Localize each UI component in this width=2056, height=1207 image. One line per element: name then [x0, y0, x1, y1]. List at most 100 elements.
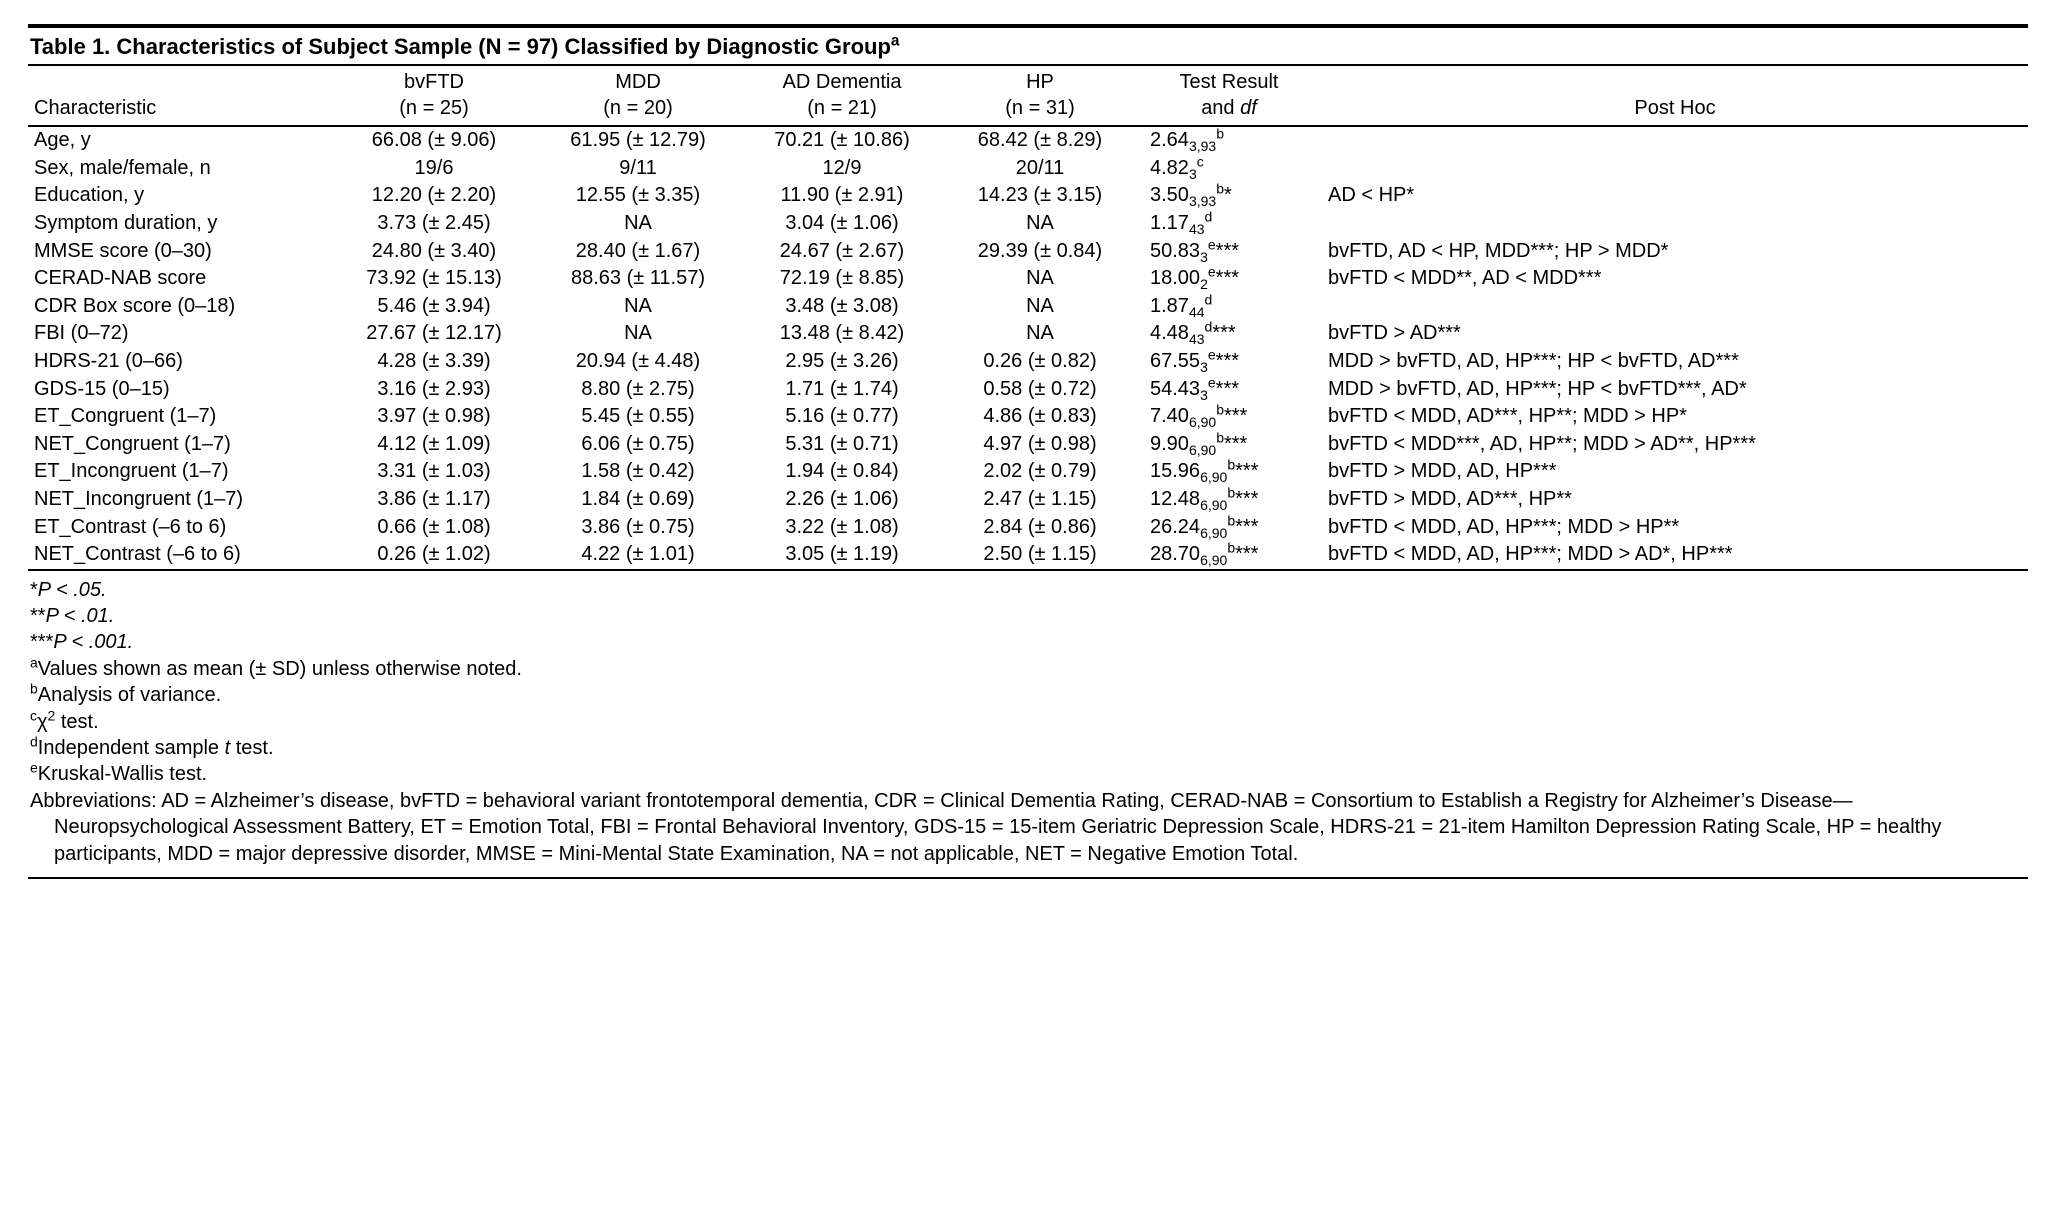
cell-value: 5.16 (± 0.77)	[740, 403, 944, 431]
cell-test-result: 12.486,90b***	[1136, 486, 1322, 514]
cell-value: 14.23 (± 3.15)	[944, 182, 1136, 210]
fn-c-sup: c	[30, 707, 37, 723]
table-row: CDR Box score (0–18)5.46 (± 3.94)NA3.48 …	[28, 293, 2028, 321]
table-row: Education, y12.20 (± 2.20)12.55 (± 3.35)…	[28, 182, 2028, 210]
cell-value: 1.58 (± 0.42)	[536, 458, 740, 486]
cell-test-result: 18.002e***	[1136, 265, 1322, 293]
cell-test-result: 1.8744d	[1136, 293, 1322, 321]
table-row: GDS-15 (0–15)3.16 (± 2.93)8.80 (± 2.75)1…	[28, 376, 2028, 404]
cell-value: NA	[944, 293, 1136, 321]
fn-d: dIndependent sample t test.	[30, 735, 2026, 761]
cell-value: 5.45 (± 0.55)	[536, 403, 740, 431]
cell-value: 1.71 (± 1.74)	[740, 376, 944, 404]
cell-value: 3.86 (± 0.75)	[536, 514, 740, 542]
cell-value: 29.39 (± 0.84)	[944, 238, 1136, 266]
cell-value: 2.50 (± 1.15)	[944, 541, 1136, 569]
col-hp: HP (n = 31)	[944, 66, 1136, 126]
table-row: FBI (0–72)27.67 (± 12.17)NA13.48 (± 8.42…	[28, 320, 2028, 348]
cell-value: 66.08 (± 9.06)	[332, 126, 536, 155]
cell-test-result: 4.823c	[1136, 155, 1322, 183]
col-characteristic: Characteristic	[28, 66, 332, 126]
fn-p001-rest: P < .001.	[53, 631, 133, 653]
cell-characteristic: MMSE score (0–30)	[28, 238, 332, 266]
cell-posthoc: bvFTD < MDD, AD, HP***; MDD > HP**	[1322, 514, 2028, 542]
cell-posthoc	[1322, 293, 2028, 321]
fn-p01-rest: P < .01.	[46, 605, 115, 627]
cell-characteristic: Symptom duration, y	[28, 210, 332, 238]
cell-value: 0.26 (± 1.02)	[332, 541, 536, 569]
col-hp-l2: (n = 31)	[1005, 97, 1074, 119]
cell-posthoc	[1322, 126, 2028, 155]
cell-value: 27.67 (± 12.17)	[332, 320, 536, 348]
cell-characteristic: ET_Congruent (1–7)	[28, 403, 332, 431]
cell-test-result: 9.906,90b***	[1136, 431, 1322, 459]
cell-characteristic: NET_Incongruent (1–7)	[28, 486, 332, 514]
cell-value: 4.12 (± 1.09)	[332, 431, 536, 459]
cell-test-result: 1.1743d	[1136, 210, 1322, 238]
cell-value: 3.05 (± 1.19)	[740, 541, 944, 569]
header-row: Characteristic bvFTD (n = 25) MDD (n = 2…	[28, 66, 2028, 126]
cell-posthoc: bvFTD < MDD**, AD < MDD***	[1322, 265, 2028, 293]
cell-value: 3.86 (± 1.17)	[332, 486, 536, 514]
cell-value: 88.63 (± 11.57)	[536, 265, 740, 293]
col-posthoc: Post Hoc	[1322, 66, 2028, 126]
col-mdd-l1: MDD	[615, 71, 661, 93]
fn-d-sup: d	[30, 733, 38, 749]
cell-characteristic: FBI (0–72)	[28, 320, 332, 348]
fn-e-text: Kruskal-Wallis test.	[38, 763, 207, 785]
table-row: Symptom duration, y3.73 (± 2.45)NA3.04 (…	[28, 210, 2028, 238]
cell-value: 2.47 (± 1.15)	[944, 486, 1136, 514]
table-body: Age, y66.08 (± 9.06)61.95 (± 12.79)70.21…	[28, 126, 2028, 569]
cell-value: 2.26 (± 1.06)	[740, 486, 944, 514]
cell-test-result: 26.246,90b***	[1136, 514, 1322, 542]
cell-value: 3.31 (± 1.03)	[332, 458, 536, 486]
cell-value: 9/11	[536, 155, 740, 183]
fn-p01-stars: **	[30, 605, 46, 627]
cell-value: 3.22 (± 1.08)	[740, 514, 944, 542]
cell-value: 2.02 (± 0.79)	[944, 458, 1136, 486]
cell-value: 4.86 (± 0.83)	[944, 403, 1136, 431]
cell-value: 72.19 (± 8.85)	[740, 265, 944, 293]
cell-test-result: 67.553e***	[1136, 348, 1322, 376]
cell-value: NA	[944, 320, 1136, 348]
cell-posthoc: bvFTD < MDD, AD***, HP**; MDD > HP*	[1322, 403, 2028, 431]
cell-value: 2.95 (± 3.26)	[740, 348, 944, 376]
table-container: Table 1. Characteristics of Subject Samp…	[28, 24, 2028, 879]
table-title-text: Table 1. Characteristics of Subject Samp…	[30, 34, 891, 59]
cell-characteristic: CDR Box score (0–18)	[28, 293, 332, 321]
col-mdd-l2: (n = 20)	[603, 97, 672, 119]
fn-p05-rest: P < .05.	[38, 579, 107, 601]
cell-value: 3.48 (± 3.08)	[740, 293, 944, 321]
col-bvftd: bvFTD (n = 25)	[332, 66, 536, 126]
col-bvftd-l2: (n = 25)	[399, 97, 468, 119]
cell-posthoc	[1322, 155, 2028, 183]
cell-posthoc: bvFTD > MDD, AD, HP***	[1322, 458, 2028, 486]
fn-c: cχ2 test.	[30, 709, 2026, 735]
cell-value: 12.55 (± 3.35)	[536, 182, 740, 210]
col-test: Test Result and df	[1136, 66, 1322, 126]
fn-p05-stars: *	[30, 579, 38, 601]
cell-value: 12.20 (± 2.20)	[332, 182, 536, 210]
cell-value: 1.94 (± 0.84)	[740, 458, 944, 486]
cell-test-result: 4.4843d***	[1136, 320, 1322, 348]
table-row: Age, y66.08 (± 9.06)61.95 (± 12.79)70.21…	[28, 126, 2028, 155]
fn-p001-stars: ***	[30, 631, 53, 653]
cell-value: 8.80 (± 2.75)	[536, 376, 740, 404]
cell-test-result: 2.643,93b	[1136, 126, 1322, 155]
data-table: Characteristic bvFTD (n = 25) MDD (n = 2…	[28, 66, 2028, 569]
cell-value: 5.31 (± 0.71)	[740, 431, 944, 459]
cell-test-result: 28.706,90b***	[1136, 541, 1322, 569]
cell-characteristic: Age, y	[28, 126, 332, 155]
cell-test-result: 54.433e***	[1136, 376, 1322, 404]
cell-value: 28.40 (± 1.67)	[536, 238, 740, 266]
cell-value: 61.95 (± 12.79)	[536, 126, 740, 155]
cell-value: NA	[944, 265, 1136, 293]
cell-posthoc	[1322, 210, 2028, 238]
cell-value: 70.21 (± 10.86)	[740, 126, 944, 155]
table-row: NET_Contrast (–6 to 6)0.26 (± 1.02)4.22 …	[28, 541, 2028, 569]
cell-posthoc: AD < HP*	[1322, 182, 2028, 210]
cell-characteristic: HDRS-21 (0–66)	[28, 348, 332, 376]
fn-a-sup: a	[30, 654, 38, 670]
cell-value: 73.92 (± 15.13)	[332, 265, 536, 293]
cell-value: 3.73 (± 2.45)	[332, 210, 536, 238]
